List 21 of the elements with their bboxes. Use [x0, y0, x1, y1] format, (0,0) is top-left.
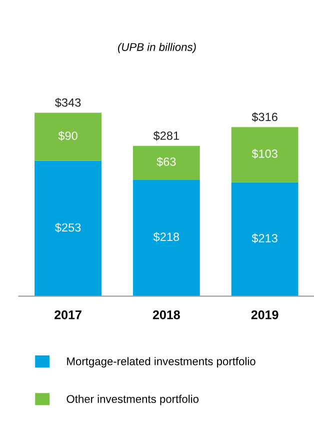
- bar: [231, 182, 298, 296]
- total-label: $281: [153, 131, 179, 141]
- data-label: $218: [153, 232, 180, 242]
- data-label: $213: [252, 234, 278, 244]
- bar: [34, 112, 102, 161]
- bar: [231, 127, 298, 182]
- total-label: $343: [55, 98, 81, 108]
- bar: [34, 160, 102, 296]
- x-tick-label: 2018: [152, 310, 180, 320]
- data-label: $103: [252, 149, 278, 159]
- data-label: $90: [58, 131, 78, 141]
- chart-subtitle: (UPB in billions): [118, 42, 196, 54]
- bar: [132, 146, 200, 180]
- data-label: $253: [55, 222, 81, 232]
- x-tick-label: 2017: [54, 310, 82, 320]
- data-label: $63: [156, 157, 176, 167]
- total-label: $316: [252, 112, 278, 122]
- legend-label: Mortgage-related investments portfolio: [67, 357, 256, 368]
- bar: [132, 180, 200, 296]
- legend-label: Other investments portfolio: [66, 394, 199, 406]
- x-tick-label: 2019: [251, 310, 278, 320]
